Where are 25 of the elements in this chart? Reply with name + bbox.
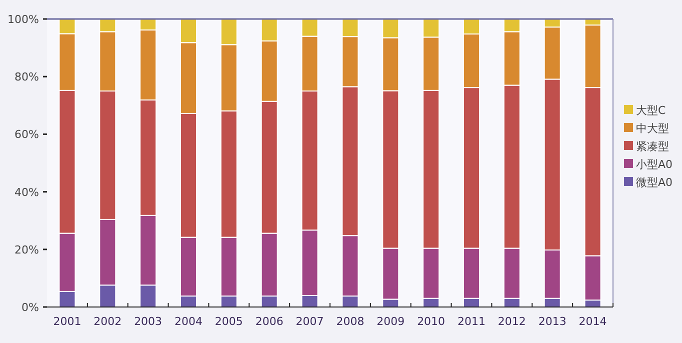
y-tick-label: 0% (22, 301, 39, 314)
x-tick-label: 2004 (174, 315, 202, 328)
x-tick-label: 2009 (376, 315, 405, 328)
y-tick-label: 20% (14, 243, 39, 256)
x-tick-label: 2012 (498, 315, 526, 328)
x-tick-label: 2007 (296, 315, 324, 328)
legend-label: 紧凑型 (636, 140, 669, 153)
x-tick-label: 2005 (214, 315, 243, 328)
legend-label: 大型C (636, 104, 666, 117)
x-tick-label: 2008 (336, 315, 364, 328)
legend-label: 微型A0 (636, 176, 673, 189)
x-tick-label: 2006 (255, 315, 284, 328)
x-tick-label: 2013 (538, 315, 566, 328)
x-tick-label: 2001 (53, 315, 82, 328)
y-tick-label: 80% (14, 70, 39, 84)
y-tick-label: 100% (8, 13, 39, 26)
x-tick-label: 2011 (458, 315, 486, 328)
x-tick-label: 2003 (134, 315, 162, 328)
legend-label: 小型A0 (636, 158, 673, 171)
x-tick-label: 2014 (578, 315, 607, 328)
legend-label: 中大型 (636, 122, 669, 135)
y-tick-label: 40% (14, 186, 39, 199)
x-tick-label: 2002 (94, 315, 122, 328)
x-tick-label: 2010 (417, 315, 446, 328)
y-tick-label: 60% (14, 128, 39, 142)
